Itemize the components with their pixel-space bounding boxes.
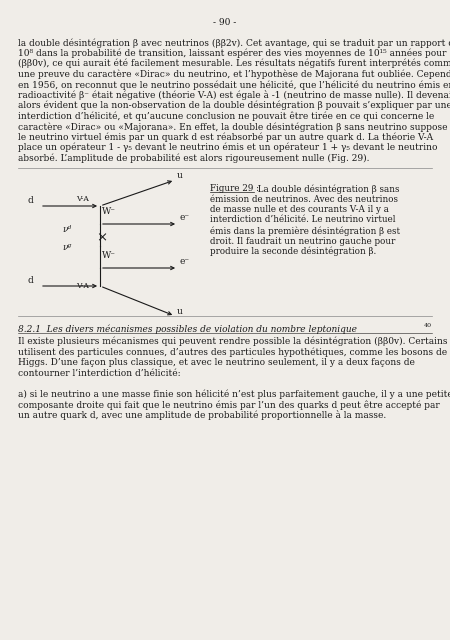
Text: V-A: V-A — [76, 282, 89, 290]
Text: interdiction d’hélicité, et qu’aucune conclusion ne pouvait être tirée en ce qui: interdiction d’hélicité, et qu’aucune co… — [18, 111, 434, 121]
Text: place un opérateur 1 - γ₅ devant le neutrino émis et un opérateur 1 + γ₅ devant : place un opérateur 1 - γ₅ devant le neut… — [18, 143, 437, 152]
Text: Il existe plusieurs mécanismes qui peuvent rendre possible la désintégration (ββ: Il existe plusieurs mécanismes qui peuve… — [18, 337, 447, 346]
Text: Figure 29 :: Figure 29 : — [210, 184, 259, 193]
Text: radioactivité β⁻ était négative (théorie V-A) est égale à -1 (neutrino de masse : radioactivité β⁻ était négative (théorie… — [18, 90, 450, 100]
Text: un autre quark d, avec une amplitude de probabilité proportionnelle à la masse.: un autre quark d, avec une amplitude de … — [18, 410, 386, 420]
Text: le neutrino virtuel émis par un quark d est réabsorbé par un autre quark d. La t: le neutrino virtuel émis par un quark d … — [18, 132, 433, 142]
Text: νᵍ: νᵍ — [62, 243, 71, 252]
Text: émission de neutrinos. Avec des neutrinos: émission de neutrinos. Avec des neutrino… — [210, 195, 398, 204]
Text: contourner l’interdiction d’hélicité:: contourner l’interdiction d’hélicité: — [18, 369, 180, 378]
Text: caractère «Dirac» ou «Majorana». En effet, la double désintégration β sans neutr: caractère «Dirac» ou «Majorana». En effe… — [18, 122, 450, 131]
Text: u: u — [177, 171, 183, 180]
Text: e⁻: e⁻ — [180, 257, 190, 266]
Text: absorbé. L’amplitude de probabilité est alors rigoureusement nulle (Fig. 29).: absorbé. L’amplitude de probabilité est … — [18, 154, 369, 163]
Text: W⁻: W⁻ — [102, 251, 116, 260]
Text: 8.2.1  Les divers mécanismes possibles de violation du nombre leptonique: 8.2.1 Les divers mécanismes possibles de… — [18, 324, 357, 333]
Text: utilisent des particules connues, d’autres des particules hypothétiques, comme l: utilisent des particules connues, d’autr… — [18, 348, 447, 357]
Text: V-A: V-A — [76, 195, 89, 203]
Text: la double désintégration β avec neutrinos (ββ2v). Cet avantage, qui se traduit p: la double désintégration β avec neutrino… — [18, 38, 450, 47]
Text: e⁻: e⁻ — [180, 213, 190, 222]
Text: droit. Il faudrait un neutrino gauche pour: droit. Il faudrait un neutrino gauche po… — [210, 237, 396, 246]
Text: ×: × — [96, 231, 107, 244]
Text: d: d — [28, 276, 34, 285]
Text: composante droite qui fait que le neutrino émis par l’un des quarks d peut être : composante droite qui fait que le neutri… — [18, 400, 440, 410]
Text: interdiction d’hélicité. Le neutrino virtuel: interdiction d’hélicité. Le neutrino vir… — [210, 216, 396, 225]
Text: - 90 -: - 90 - — [213, 18, 237, 27]
Text: produire la seconde désintégration β.: produire la seconde désintégration β. — [210, 247, 376, 257]
Text: u: u — [177, 307, 183, 316]
Text: W⁻: W⁻ — [102, 207, 116, 216]
Text: une preuve du caractère «Dirac» du neutrino, et l’hypothèse de Majorana fut oubl: une preuve du caractère «Dirac» du neutr… — [18, 70, 450, 79]
Text: 40: 40 — [424, 323, 432, 328]
Text: 10⁸ dans la probabilité de transition, laissant espérer des vies moyennes de 10¹: 10⁸ dans la probabilité de transition, l… — [18, 49, 446, 58]
Text: (ββ0v), ce qui aurait été facilement mesurable. Les résultats négatifs furent in: (ββ0v), ce qui aurait été facilement mes… — [18, 59, 450, 68]
Text: a) si le neutrino a une masse finie son hélicité n’est plus parfaitement gauche,: a) si le neutrino a une masse finie son … — [18, 390, 450, 399]
Text: νᵈ: νᵈ — [62, 225, 71, 234]
Text: émis dans la première désintégration β est: émis dans la première désintégration β e… — [210, 226, 400, 236]
Text: de masse nulle et des courants V-A il y a: de masse nulle et des courants V-A il y … — [210, 205, 389, 214]
Text: Higgs. D’une façon plus classique, et avec le neutrino seulement, il y a deux fa: Higgs. D’une façon plus classique, et av… — [18, 358, 415, 367]
Text: en 1956, on reconnut que le neutrino possédait une hélicité, que l’hélicité du n: en 1956, on reconnut que le neutrino pos… — [18, 80, 450, 90]
Text: alors évident que la non-observation de la double désintégration β pouvait s’exp: alors évident que la non-observation de … — [18, 101, 450, 111]
Text: d: d — [28, 196, 34, 205]
Text: La double désintégration β sans: La double désintégration β sans — [255, 184, 400, 193]
